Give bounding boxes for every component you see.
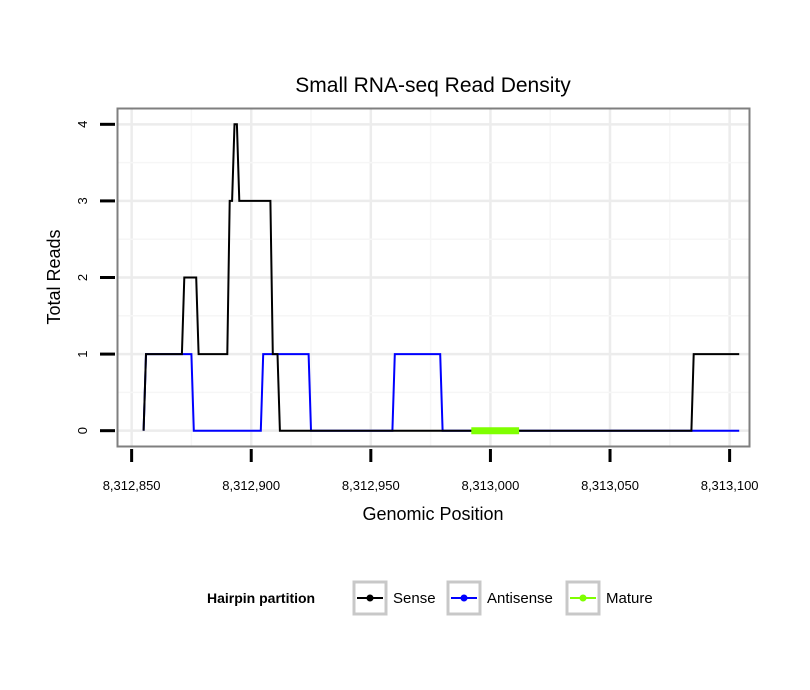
legend-label-mature: Mature	[606, 590, 653, 607]
x-tick-label: 8,313,050	[581, 478, 639, 493]
chart-title: Small RNA-seq Read Density	[295, 74, 571, 97]
x-tick-label: 8,313,100	[701, 478, 759, 493]
legend-item-sense: Sense	[352, 580, 436, 616]
x-axis: 8,312,850 8,312,900 8,312,950 8,313,000 8,31…	[103, 449, 759, 493]
x-tick-label: 8,312,950	[342, 478, 400, 493]
y-axis: 0 1 2 3 4	[75, 121, 115, 434]
x-tick-label: 8,312,900	[222, 478, 280, 493]
legend: Hairpin partition Sense Antisense Mature	[207, 580, 653, 616]
series-line-sense	[142, 123, 740, 432]
y-tick-label: 2	[75, 274, 90, 281]
legend-label-antisense: Antisense	[487, 590, 553, 607]
y-tick-label: 3	[75, 197, 90, 204]
series-line-antisense	[142, 353, 740, 432]
x-axis-title: Genomic Position	[362, 504, 503, 524]
legend-label-sense: Sense	[393, 590, 436, 607]
plot-panel	[116, 107, 751, 448]
legend-item-antisense: Antisense	[446, 580, 553, 616]
y-tick-label: 0	[75, 427, 90, 434]
y-tick-label: 4	[75, 121, 90, 128]
grid-lines	[118, 109, 749, 446]
y-axis-title: Total Reads	[44, 229, 64, 324]
legend-item-mature: Mature	[565, 580, 653, 616]
x-tick-label: 8,312,850	[103, 478, 161, 493]
legend-title: Hairpin partition	[207, 590, 315, 606]
x-tick-label: 8,313,000	[462, 478, 520, 493]
series-layer	[142, 123, 740, 435]
y-tick-label: 1	[75, 350, 90, 357]
